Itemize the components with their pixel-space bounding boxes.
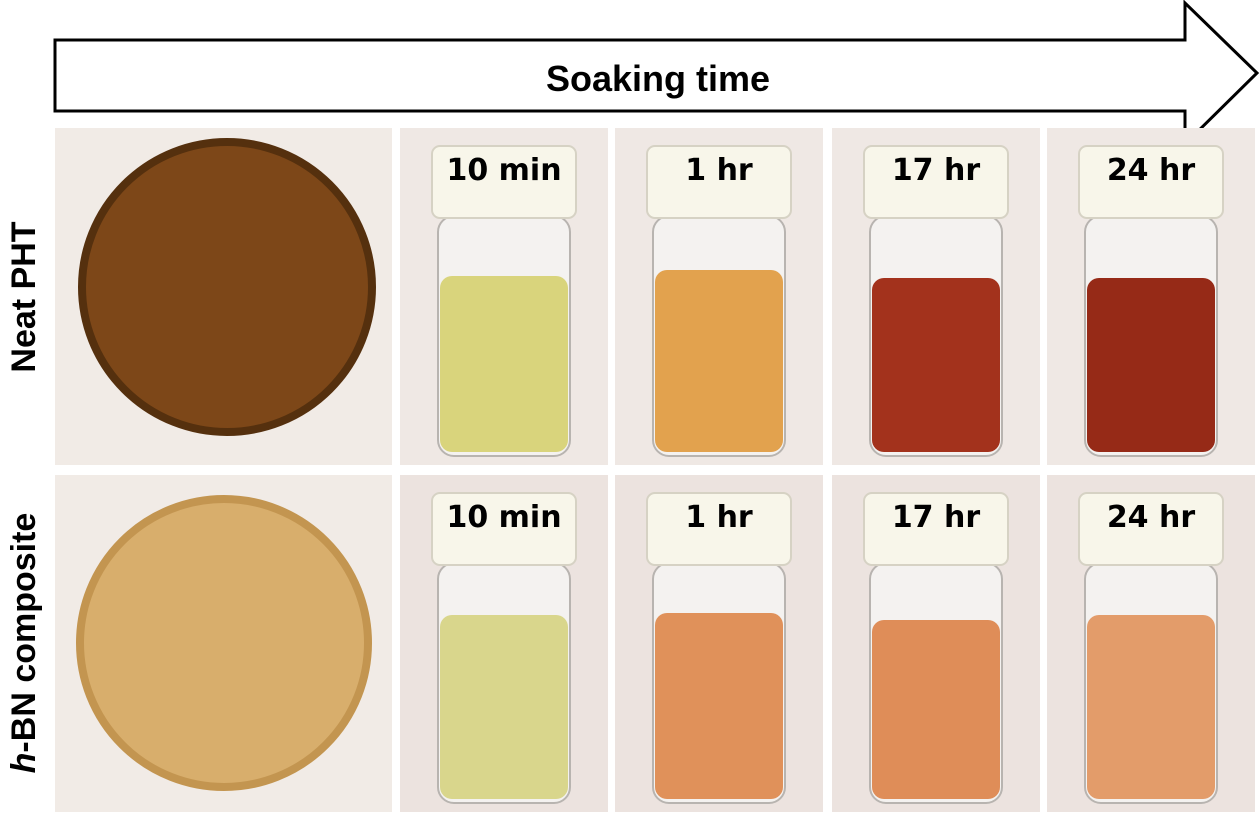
vial-liquid [440, 615, 568, 799]
vial-cap [646, 145, 792, 219]
vial-liquid [655, 270, 783, 452]
time-label: 1 hr [685, 500, 753, 535]
time-label: 17 hr [892, 153, 981, 188]
vial-liquid [440, 276, 568, 452]
row-label-prefix: h [5, 753, 43, 774]
vial-cap [863, 145, 1009, 219]
vial-cap [1078, 145, 1224, 219]
sample-disk [78, 138, 376, 436]
row-label: Neat PHT [5, 221, 43, 372]
vial-cap [431, 492, 577, 566]
vial-liquid [872, 278, 1000, 452]
vial-liquid [1087, 278, 1215, 452]
row-label: h-BN composite [5, 513, 43, 774]
time-label: 10 min [446, 500, 561, 535]
vial-liquid [655, 613, 783, 799]
row-label-rest: -BN composite [5, 513, 43, 753]
time-label: 24 hr [1107, 500, 1196, 535]
vial-liquid [1087, 615, 1215, 799]
time-label: 1 hr [685, 153, 753, 188]
vial-cap [1078, 492, 1224, 566]
vial-liquid [872, 620, 1000, 799]
vial-cap [863, 492, 1009, 566]
time-label: 17 hr [892, 500, 981, 535]
vial-cap [646, 492, 792, 566]
vial-cap [431, 145, 577, 219]
time-label: 24 hr [1107, 153, 1196, 188]
arrow-label: Soaking time [546, 58, 770, 99]
arrow [53, 0, 1260, 148]
sample-disk [76, 495, 372, 791]
time-label: 10 min [446, 153, 561, 188]
